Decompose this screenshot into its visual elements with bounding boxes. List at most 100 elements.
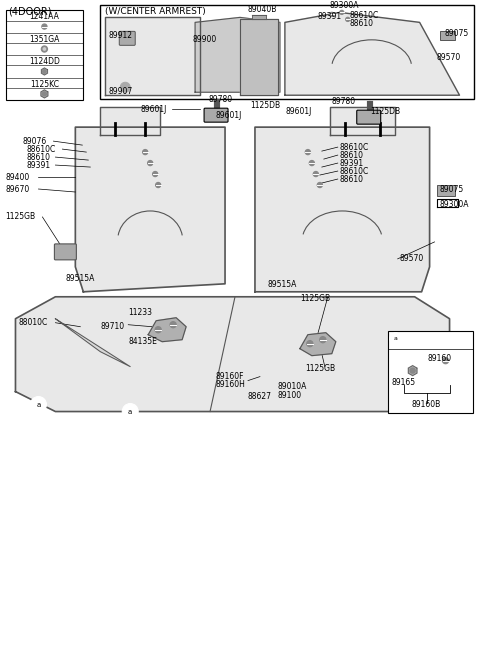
Circle shape: [390, 333, 402, 344]
Text: 89907: 89907: [108, 87, 132, 96]
Text: 1125GB: 1125GB: [5, 213, 36, 222]
Text: 88610: 88610: [340, 174, 364, 184]
Text: 89601J: 89601J: [215, 111, 241, 119]
Text: 1125KC: 1125KC: [30, 79, 59, 89]
Text: 88610: 88610: [350, 19, 374, 28]
Text: 89160B: 89160B: [412, 400, 441, 409]
Text: 88010C: 88010C: [19, 318, 48, 327]
Circle shape: [307, 340, 313, 346]
Text: a: a: [128, 409, 132, 415]
Text: 89780: 89780: [332, 96, 356, 106]
Text: 89391: 89391: [340, 159, 364, 167]
Circle shape: [309, 161, 314, 165]
Text: 89900: 89900: [192, 35, 216, 44]
Bar: [388, 331, 473, 413]
Polygon shape: [240, 20, 278, 95]
Text: 89400: 89400: [5, 173, 30, 182]
Circle shape: [148, 161, 153, 165]
Circle shape: [410, 368, 415, 373]
Text: 1125DB: 1125DB: [370, 107, 400, 115]
Polygon shape: [105, 18, 200, 95]
Text: 89010A: 89010A: [278, 382, 307, 391]
Polygon shape: [100, 107, 160, 135]
Circle shape: [43, 70, 46, 73]
Circle shape: [320, 337, 326, 342]
Polygon shape: [300, 333, 336, 356]
Bar: [5, 10, 84, 100]
Text: 1124DD: 1124DD: [29, 57, 60, 66]
Text: 88610C: 88610C: [340, 167, 369, 176]
Circle shape: [30, 397, 47, 413]
Polygon shape: [285, 12, 459, 95]
Circle shape: [346, 18, 350, 22]
Text: 84135E: 84135E: [128, 337, 157, 346]
Circle shape: [41, 46, 48, 52]
Text: 89601J: 89601J: [140, 105, 167, 113]
Bar: [440, 31, 455, 40]
Text: 89570: 89570: [400, 255, 424, 263]
Bar: [437, 185, 455, 196]
Text: 88610C: 88610C: [350, 11, 379, 20]
Circle shape: [156, 182, 161, 188]
Text: 89912: 89912: [108, 31, 132, 40]
Polygon shape: [148, 318, 186, 342]
Text: 1125GB: 1125GB: [305, 364, 335, 373]
Text: 1351GA: 1351GA: [29, 35, 60, 44]
Text: 89075: 89075: [440, 184, 464, 194]
Circle shape: [313, 172, 318, 176]
Circle shape: [340, 10, 344, 14]
Text: 89075: 89075: [444, 29, 469, 38]
Text: 89515A: 89515A: [268, 280, 297, 289]
Text: 11233: 11233: [128, 308, 152, 318]
Polygon shape: [75, 127, 225, 292]
Text: 89160: 89160: [428, 354, 452, 363]
Text: 89300A: 89300A: [330, 1, 360, 10]
Circle shape: [43, 48, 46, 51]
Polygon shape: [408, 365, 417, 376]
Polygon shape: [15, 297, 450, 411]
Text: 1241AA: 1241AA: [29, 12, 60, 21]
FancyBboxPatch shape: [54, 244, 76, 260]
Circle shape: [330, 12, 334, 16]
Polygon shape: [255, 127, 430, 292]
Text: 89391: 89391: [26, 161, 50, 169]
Text: 88627: 88627: [248, 392, 272, 401]
Text: 89780: 89780: [208, 94, 232, 104]
Text: 88610C: 88610C: [26, 144, 56, 154]
Polygon shape: [41, 90, 48, 98]
Text: a: a: [36, 401, 41, 407]
Circle shape: [120, 82, 130, 92]
FancyBboxPatch shape: [357, 110, 381, 124]
Polygon shape: [41, 68, 48, 75]
Text: 1125GB: 1125GB: [300, 295, 330, 303]
FancyBboxPatch shape: [119, 31, 135, 45]
Polygon shape: [330, 107, 395, 135]
Text: 89300A: 89300A: [440, 201, 469, 209]
Circle shape: [443, 358, 448, 363]
Text: 89515A: 89515A: [65, 274, 95, 283]
Text: 88610C: 88610C: [340, 142, 369, 152]
Circle shape: [42, 92, 47, 96]
Circle shape: [143, 150, 148, 155]
FancyBboxPatch shape: [204, 108, 228, 122]
Circle shape: [305, 150, 311, 155]
Text: 89391: 89391: [318, 12, 342, 21]
Text: (W/CENTER ARMREST): (W/CENTER ARMREST): [105, 7, 206, 16]
Circle shape: [317, 182, 323, 188]
Text: 1125DB: 1125DB: [250, 100, 280, 110]
Text: 89160F: 89160F: [215, 372, 243, 381]
Text: a: a: [394, 336, 397, 341]
Text: 89100: 89100: [278, 391, 302, 400]
Bar: [100, 5, 475, 99]
Circle shape: [122, 403, 138, 420]
Bar: [252, 15, 266, 20]
Text: 89160H: 89160H: [215, 380, 245, 389]
Polygon shape: [55, 319, 130, 367]
Text: 89570: 89570: [437, 52, 461, 62]
Polygon shape: [330, 107, 395, 135]
Text: (4DOOR): (4DOOR): [9, 7, 52, 16]
Circle shape: [153, 172, 157, 176]
Text: 89710: 89710: [100, 322, 124, 331]
Text: 89165: 89165: [392, 378, 416, 387]
Text: 89040B: 89040B: [248, 5, 277, 14]
